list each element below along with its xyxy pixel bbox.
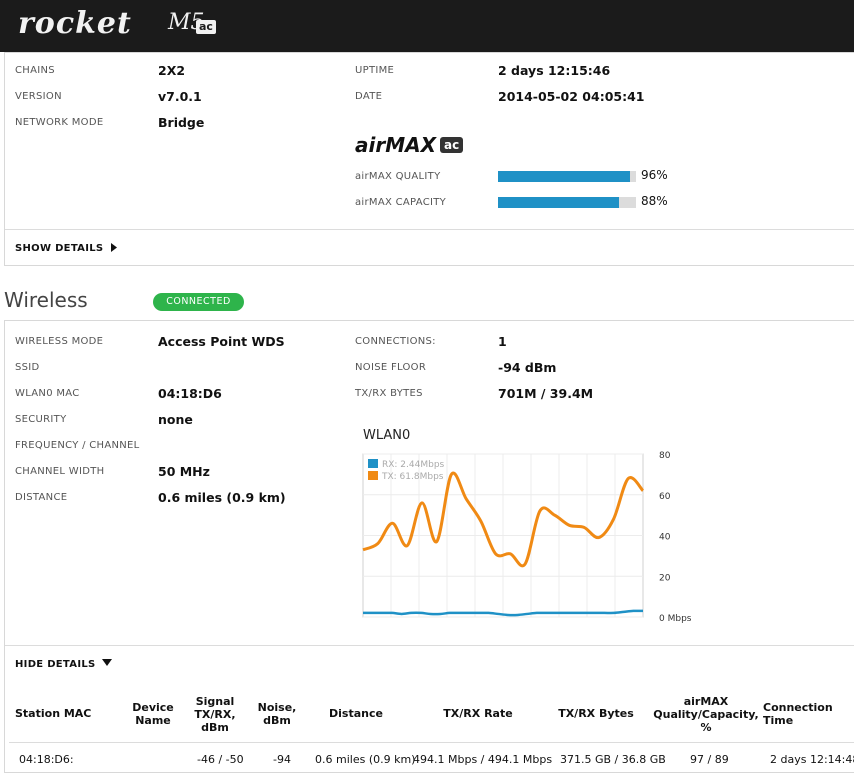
wireless-title: Wireless	[4, 288, 88, 312]
wireless-field-label-6: DISTANCE	[15, 492, 68, 503]
station-cell-0[interactable]: 04:18:D6:	[19, 753, 74, 766]
rocket-logo: rocket M5 ac	[18, 6, 216, 42]
column-header-6[interactable]: TX/RX Bytes	[558, 707, 634, 720]
airmax-ac-logo: airMAX ac	[355, 133, 464, 157]
network-mode-value: Bridge	[158, 115, 205, 130]
caret-right-icon	[111, 243, 118, 252]
station-cell-8: 2 days 12:14:48	[770, 753, 854, 766]
connected-badge: CONNECTED	[153, 293, 244, 311]
wireless-field-value-0: Access Point WDS	[158, 334, 285, 349]
wireless-right-field-label-2: TX/RX BYTES	[355, 388, 423, 399]
status-panel: CHAINS 2X2 VERSION v7.0.1 NETWORK MODE B…	[4, 52, 854, 266]
column-header-1[interactable]: Device Name	[132, 701, 174, 727]
wireless-field-label-5: CHANNEL WIDTH	[15, 466, 105, 477]
airmax-capacity-label: airMAX CAPACITY	[355, 197, 447, 208]
airmax-capacity-fill	[498, 197, 620, 208]
airmax-quality-value: 96%	[641, 168, 668, 182]
legend-label-1: TX: 61.8Mbps	[381, 472, 444, 482]
top-bar: rocket M5 ac	[0, 0, 854, 52]
airmax-quality-bar	[498, 171, 636, 182]
column-header-2[interactable]: Signal TX/RX, dBm	[194, 695, 236, 734]
wireless-field-label-3: SECURITY	[15, 414, 67, 425]
date-value: 2014-05-02 04:05:41	[498, 89, 645, 104]
station-cell-3: -94	[273, 753, 291, 766]
uptime-value: 2 days 12:15:46	[498, 63, 611, 78]
wireless-field-value-3: none	[158, 412, 193, 427]
status-divider	[5, 229, 854, 230]
caret-down-icon	[102, 659, 113, 666]
station-cell-7: 97 / 89	[690, 753, 729, 766]
wireless-field-value-6: 0.6 miles (0.9 km)	[158, 490, 286, 505]
logo-ac-tag: ac	[196, 20, 216, 34]
airmax-capacity-value: 88%	[641, 194, 668, 208]
y-tick-label: 20	[659, 573, 671, 583]
version-label: VERSION	[15, 91, 62, 102]
legend-label-0: RX: 2.44Mbps	[382, 460, 445, 470]
airmax-logo-tag: ac	[440, 137, 464, 153]
wireless-field-label-2: WLAN0 MAC	[15, 388, 80, 399]
wireless-right-field-value-2: 701M / 39.4M	[498, 386, 594, 401]
chains-label: CHAINS	[15, 65, 55, 76]
station-cell-4: 0.6 miles (0.9 km)	[315, 753, 416, 766]
airmax-logo-word: airMAX	[355, 133, 437, 157]
series-line-1	[362, 471, 645, 568]
chains-value: 2X2	[158, 63, 186, 78]
column-header-3[interactable]: Noise, dBm	[257, 701, 297, 727]
y-tick-label: 40	[659, 533, 671, 543]
date-label: DATE	[355, 91, 383, 102]
wireless-field-value-2: 04:18:D6	[158, 386, 222, 401]
y-tick-label: 0 Mbps	[659, 614, 692, 624]
logo-word: rocket	[18, 6, 132, 41]
wireless-divider	[5, 645, 854, 646]
legend-swatch-0	[368, 459, 378, 468]
y-tick-label: 80	[659, 451, 671, 461]
wireless-right-field-value-1: -94 dBm	[498, 360, 557, 375]
column-header-0[interactable]: Station MAC	[15, 707, 92, 720]
airmax-quality-label: airMAX QUALITY	[355, 171, 441, 182]
station-cell-2: -46 / -50	[197, 753, 244, 766]
wlan0-throughput-chart: 80 60 40 20 0 Mbps RX: 2.44Mbps TX: 61.8Mbps	[362, 451, 692, 624]
airmax-capacity-bar	[498, 197, 636, 208]
wireless-field-label-1: SSID	[15, 362, 40, 373]
wireless-field-label-0: WIRELESS MODE	[15, 336, 104, 347]
series-line-0	[362, 609, 644, 617]
wireless-field-value-5: 50 MHz	[158, 464, 210, 479]
column-header-8[interactable]: Connection Time	[763, 701, 833, 727]
hide-details-label: HIDE DETAILS	[15, 659, 96, 670]
uptime-label: UPTIME	[355, 65, 395, 76]
column-header-4[interactable]: Distance	[329, 707, 383, 720]
hide-details-button[interactable]: HIDE DETAILS	[15, 659, 113, 670]
column-header-5[interactable]: TX/RX Rate	[443, 707, 513, 720]
wireless-right-field-label-1: NOISE FLOOR	[355, 362, 427, 373]
wireless-right-field-label-0: CONNECTIONS:	[355, 336, 436, 347]
wireless-field-label-4: FREQUENCY / CHANNEL	[15, 440, 140, 451]
chart-title: WLAN0	[363, 428, 411, 443]
legend-swatch-1	[368, 471, 378, 480]
version-value: v7.0.1	[158, 89, 202, 104]
column-header-7[interactable]: airMAX Quality/Capacity, %	[653, 695, 759, 734]
wireless-right-field-value-0: 1	[498, 334, 507, 349]
table-header-divider	[9, 742, 854, 743]
y-tick-label: 60	[659, 492, 671, 502]
station-cell-6: 371.5 GB / 36.8 GB	[560, 753, 666, 766]
network-mode-label: NETWORK MODE	[15, 117, 104, 128]
show-details-button[interactable]: SHOW DETAILS	[15, 243, 118, 254]
airmax-quality-fill	[498, 171, 631, 182]
show-details-label: SHOW DETAILS	[15, 243, 104, 254]
station-cell-5: 494.1 Mbps / 494.1 Mbps	[413, 753, 553, 766]
